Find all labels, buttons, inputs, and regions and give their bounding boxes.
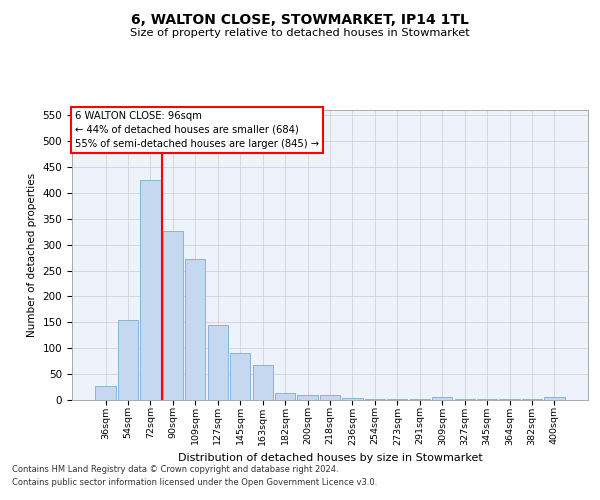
X-axis label: Distribution of detached houses by size in Stowmarket: Distribution of detached houses by size … bbox=[178, 453, 482, 463]
Bar bbox=[95, 386, 116, 400]
Bar bbox=[185, 259, 205, 400]
Bar bbox=[365, 399, 385, 400]
Bar bbox=[230, 354, 250, 400]
Text: Contains HM Land Registry data © Crown copyright and database right 2024.: Contains HM Land Registry data © Crown c… bbox=[12, 466, 338, 474]
Bar bbox=[163, 230, 183, 400]
Bar bbox=[118, 320, 138, 400]
Text: Contains public sector information licensed under the Open Government Licence v3: Contains public sector information licen… bbox=[12, 478, 377, 487]
Bar bbox=[343, 398, 362, 400]
Bar bbox=[320, 395, 340, 400]
Text: 6, WALTON CLOSE, STOWMARKET, IP14 1TL: 6, WALTON CLOSE, STOWMARKET, IP14 1TL bbox=[131, 12, 469, 26]
Text: Size of property relative to detached houses in Stowmarket: Size of property relative to detached ho… bbox=[130, 28, 470, 38]
Y-axis label: Number of detached properties: Number of detached properties bbox=[27, 173, 37, 337]
Bar bbox=[208, 325, 228, 400]
Bar bbox=[140, 180, 161, 400]
Text: 6 WALTON CLOSE: 96sqm
← 44% of detached houses are smaller (684)
55% of semi-det: 6 WALTON CLOSE: 96sqm ← 44% of detached … bbox=[74, 110, 319, 148]
Bar bbox=[253, 365, 273, 400]
Bar bbox=[432, 398, 452, 400]
Bar bbox=[544, 398, 565, 400]
Bar bbox=[387, 399, 407, 400]
Bar bbox=[410, 399, 430, 400]
Bar bbox=[298, 395, 317, 400]
Bar bbox=[275, 394, 295, 400]
